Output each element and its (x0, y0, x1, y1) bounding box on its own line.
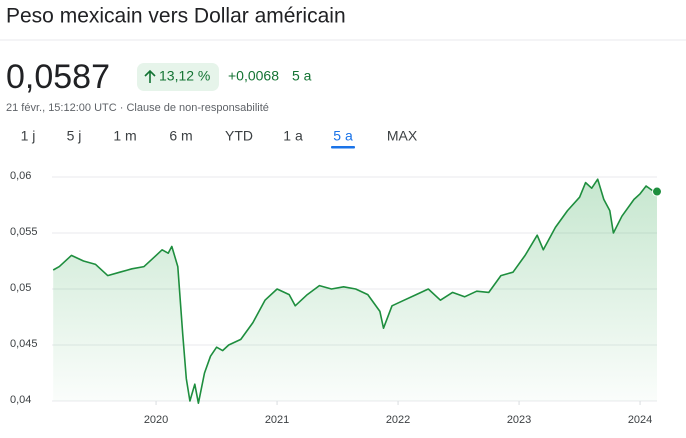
x-tick-label: 2020 (144, 414, 168, 426)
range-tab[interactable]: 5 a (333, 128, 353, 144)
range-tab[interactable]: MAX (387, 128, 418, 144)
timestamp: 21 févr., 15:12:00 UTC · Clause de non-r… (6, 102, 269, 114)
change-badge (137, 63, 219, 91)
last-point (652, 186, 662, 197)
range-tabs: 1 j 5 j 1 m 6 m YTD 1 a 5 a MAX (21, 128, 418, 149)
area-fill (53, 179, 657, 404)
x-tick-label: 2024 (628, 414, 652, 426)
x-tick-label: 2022 (386, 414, 410, 426)
y-tick-label: 0,055 (10, 226, 38, 238)
range-tab[interactable]: 5 j (67, 128, 82, 144)
change-percent: 13,12 % (159, 68, 210, 84)
range-tab[interactable]: 1 m (113, 128, 136, 144)
x-tick-label: 2023 (507, 414, 531, 426)
active-tab-underline (331, 146, 355, 149)
change-value: +0,0068 (228, 68, 279, 84)
y-tick-label: 0,04 (10, 394, 31, 406)
price: 0,0587 (6, 58, 110, 96)
title: Peso mexicain vers Dollar américain (6, 5, 346, 28)
price-line (52, 178, 658, 404)
x-tick-label: 2021 (265, 414, 289, 426)
y-tick-label: 0,045 (10, 338, 38, 350)
range-tab[interactable]: 1 j (21, 128, 36, 144)
range-tab[interactable]: 6 m (169, 128, 192, 144)
y-tick-label: 0,06 (10, 170, 31, 182)
change-period: 5 a (292, 68, 312, 84)
range-tab[interactable]: YTD (225, 128, 253, 144)
y-tick-label: 0,05 (10, 282, 31, 294)
up-arrow (144, 69, 156, 83)
range-tab[interactable]: 1 a (283, 128, 303, 144)
plot: 0,04 0,045 0,05 0,055 0,06 2020 2021 2022 2023 20… (10, 170, 662, 426)
